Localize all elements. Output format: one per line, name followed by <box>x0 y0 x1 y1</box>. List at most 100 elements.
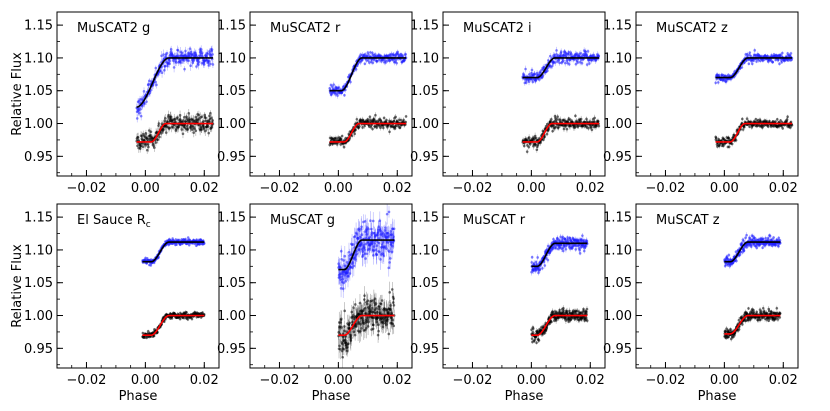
data-point <box>337 86 341 89</box>
data-point <box>144 132 148 135</box>
data-point <box>385 118 388 122</box>
data-point <box>172 66 176 69</box>
x-tick-label: 0.02 <box>383 181 412 196</box>
data-point <box>202 119 206 123</box>
data-point <box>157 124 160 127</box>
data-point <box>361 126 364 129</box>
data-point <box>535 148 539 152</box>
data-point <box>747 62 751 66</box>
data-point <box>169 115 173 118</box>
data-point <box>358 125 361 128</box>
data-point <box>375 59 379 63</box>
x-tick-label: 0.00 <box>324 181 353 196</box>
data-point <box>533 72 536 76</box>
data-point <box>546 59 550 62</box>
y-tick-label: 1.15 <box>603 19 632 34</box>
data-point <box>779 53 783 57</box>
data-point <box>527 80 531 84</box>
data-point <box>577 124 580 128</box>
data-point <box>191 61 194 64</box>
data-point <box>534 143 537 146</box>
data-point <box>550 118 553 121</box>
data-point <box>740 66 744 69</box>
data-point <box>789 52 793 55</box>
data-point <box>211 63 215 66</box>
data-point <box>162 127 165 131</box>
data-point <box>136 135 140 139</box>
x-tick-label: −0.02 <box>646 181 686 196</box>
data-point <box>205 54 208 58</box>
ylabel-row2: Relative Flux <box>10 244 25 328</box>
data-point <box>580 61 584 65</box>
data-point <box>162 53 165 56</box>
model-line-black <box>329 122 407 143</box>
data-point <box>183 115 186 119</box>
panel-3-points <box>521 46 601 155</box>
data-point <box>186 236 190 239</box>
data-point <box>157 122 161 125</box>
data-point <box>174 120 177 124</box>
data-point <box>371 61 375 65</box>
data-point <box>559 118 562 122</box>
data-point <box>141 145 145 149</box>
data-point <box>372 117 376 121</box>
data-point <box>180 128 184 131</box>
data-point <box>530 68 534 72</box>
y-tick-label: 1.15 <box>217 19 246 34</box>
y-tick-label: 1.10 <box>603 51 632 66</box>
data-point <box>185 124 189 128</box>
data-point <box>179 61 183 64</box>
data-point <box>172 59 175 63</box>
data-point <box>384 61 388 64</box>
data-point <box>181 132 185 136</box>
data-point <box>558 61 561 65</box>
data-point <box>579 51 583 55</box>
data-point <box>536 143 540 147</box>
data-point <box>210 48 214 51</box>
data-point <box>175 243 178 246</box>
data-point <box>182 119 185 122</box>
data-point <box>727 136 730 140</box>
data-point <box>379 126 382 129</box>
data-point <box>203 113 206 117</box>
data-point <box>189 64 192 68</box>
data-point <box>524 81 528 84</box>
data-point <box>562 127 566 131</box>
data-point <box>360 58 364 62</box>
data-point <box>149 130 153 134</box>
data-point <box>374 113 377 117</box>
y-tick-label: 1.10 <box>24 51 53 66</box>
data-point <box>209 62 212 66</box>
panel-2-title: MuSCAT2 r <box>270 21 341 36</box>
data-point <box>143 138 146 142</box>
ylabel-row1: Relative Flux <box>10 52 25 136</box>
data-point <box>363 124 366 128</box>
x-tick-label: 0.02 <box>190 181 219 196</box>
x-tick-label: 0.02 <box>769 181 798 196</box>
data-point <box>585 63 589 66</box>
data-point <box>164 131 168 134</box>
data-point <box>208 114 211 118</box>
data-point <box>202 63 206 66</box>
data-point <box>138 147 142 150</box>
data-point <box>174 127 178 131</box>
y-tick-label: 1.05 <box>603 84 632 99</box>
data-point <box>548 54 552 58</box>
data-point <box>526 144 529 147</box>
data-point <box>157 256 161 259</box>
data-point <box>210 125 214 129</box>
data-point <box>542 138 545 142</box>
data-point <box>136 144 139 148</box>
model-line-black <box>522 122 600 143</box>
data-point <box>394 54 398 58</box>
data-point <box>163 119 166 122</box>
data-point <box>750 62 754 66</box>
data-point <box>154 80 157 84</box>
data-point <box>534 136 538 140</box>
data-point <box>176 116 179 119</box>
panel-2-frame <box>249 11 413 177</box>
data-point <box>141 104 144 108</box>
data-point <box>589 126 593 129</box>
data-point <box>350 134 354 138</box>
